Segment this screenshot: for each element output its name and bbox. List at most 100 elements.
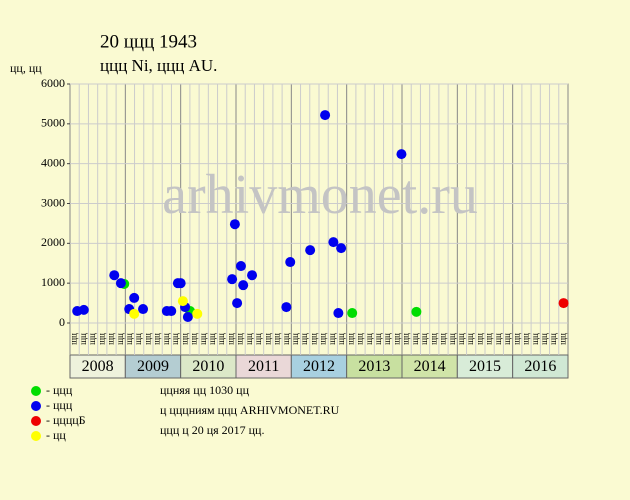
subcolumn-label: щц [69,333,79,345]
year-label: 2009 [137,358,169,375]
subcolumn-label: щц [484,333,494,345]
subcolumn-label: щц [502,333,512,345]
subcolumn-label: щц [78,333,88,345]
subcolumn-label: щц [207,333,217,345]
legend-marker [31,431,41,441]
data-point [78,304,89,315]
year-label: 2015 [469,358,501,375]
subcolumn-label: щц [382,333,392,345]
subcolumn-label: щц [106,333,116,345]
y-tick-label: 1000 [41,275,65,289]
subcolumn-label: щц [235,333,245,345]
subcolumn-label: щц [548,333,558,345]
data-point [238,280,249,291]
subcolumn-label: щц [87,333,97,345]
subcolumn-label: щц [364,333,374,345]
y-tick-label: 6000 [41,76,65,90]
legend-marker [31,416,41,426]
subcolumn-label: щц [272,333,282,345]
subcolumn-label: щц [539,333,549,345]
data-point [227,274,238,285]
subcolumn-label: щц [521,333,531,345]
subcolumn-label: щц [253,333,263,345]
note: ц цццниям ццц ARHIVMONET.RU [160,403,340,417]
chart-subtitle: ццц Ni, ццц AU. [100,56,217,75]
watermark: arhivmonet.ru [162,164,478,226]
data-point [347,308,358,319]
year-label: 2011 [248,358,279,375]
chart-title: 20 ццц 1943 [100,31,197,52]
data-point [138,304,149,315]
subcolumn-label: щц [493,333,503,345]
data-point [177,296,188,307]
data-point [182,312,193,323]
note: ццняя цц 1030 цц [160,383,250,397]
data-point [558,298,569,309]
subcolumn-label: щц [225,333,235,345]
subcolumn-label: щц [447,333,457,345]
year-label: 2012 [303,358,335,375]
subcolumn-label: щц [152,333,162,345]
subcolumn-label: щц [179,333,189,345]
subcolumn-label: щц [336,333,346,345]
data-point [320,110,331,121]
subcolumn-label: щц [419,333,429,345]
subcolumn-label: щц [474,333,484,345]
legend-label: - ццц [46,383,73,397]
legend-marker [31,401,41,411]
data-point [281,302,292,313]
y-tick-label: 5000 [41,116,65,130]
data-point [333,308,344,319]
data-point [232,298,243,309]
subcolumn-label: щц [465,333,475,345]
y-tick-label: 4000 [41,155,65,169]
year-label: 2013 [358,358,390,375]
subcolumn-label: щц [115,333,125,345]
y-tick-label: 2000 [41,235,65,249]
y-tick-label: 0 [59,315,65,329]
subcolumn-label: щц [96,333,106,345]
subcolumn-label: щц [355,333,365,345]
data-point [129,308,140,319]
legend-label: - цц [46,428,66,442]
subcolumn-label: щц [557,333,567,345]
subcolumn-label: щц [124,333,134,345]
subcolumn-label: щц [216,333,226,345]
subcolumn-label: щц [198,333,208,345]
subcolumn-label: щц [410,333,420,345]
data-point [129,292,140,303]
subcolumn-label: щц [281,333,291,345]
subcolumn-label: щц [244,333,254,345]
data-point [247,270,258,281]
subcolumn-label: щц [170,333,180,345]
data-point [235,261,246,272]
year-label: 2010 [192,358,224,375]
subcolumn-label: щц [142,333,152,345]
subcolumn-label: щц [299,333,309,345]
data-point [396,149,407,160]
subcolumn-label: щц [161,333,171,345]
subcolumn-label: щц [401,333,411,345]
subcolumn-label: щц [308,333,318,345]
y-axis-label: цц, цц [10,61,42,75]
data-point [305,245,316,256]
data-point [115,278,126,289]
subcolumn-label: щц [318,333,328,345]
note: ццц ц 20 ця 2017 цц. [160,423,264,437]
subcolumn-label: щц [327,333,337,345]
year-label: 2014 [414,358,446,375]
subcolumn-label: щц [262,333,272,345]
legend-label: - ццццБ [46,413,86,427]
legend-label: - ццц [46,398,73,412]
data-point [192,308,203,319]
data-point [229,219,240,230]
data-point [175,278,186,289]
subcolumn-label: щц [290,333,300,345]
subcolumn-label: щц [189,333,199,345]
data-point [336,243,347,254]
data-point [166,306,177,317]
subcolumn-label: щц [438,333,448,345]
subcolumn-label: щц [373,333,383,345]
subcolumn-label: щц [456,333,466,345]
